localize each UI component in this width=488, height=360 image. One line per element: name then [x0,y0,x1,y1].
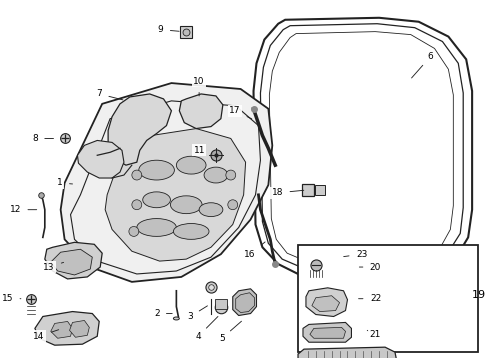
Ellipse shape [173,317,179,320]
Circle shape [225,170,235,180]
Polygon shape [35,311,99,345]
Text: 11: 11 [193,146,211,155]
Circle shape [129,226,139,237]
Ellipse shape [199,203,223,217]
Ellipse shape [173,224,208,239]
Bar [297,245,477,352]
Text: 21: 21 [366,330,380,339]
Text: 17: 17 [229,106,251,119]
Text: 5: 5 [219,321,241,343]
Polygon shape [108,94,171,165]
Text: 16: 16 [244,242,264,259]
Polygon shape [61,83,272,282]
Polygon shape [105,129,245,261]
Polygon shape [235,293,254,312]
Text: 12: 12 [10,205,37,214]
Text: 22: 22 [358,294,380,303]
Text: 8: 8 [32,134,53,143]
Polygon shape [297,347,396,360]
Text: 9: 9 [158,25,179,34]
Polygon shape [45,242,102,279]
Ellipse shape [137,219,176,237]
Circle shape [227,200,237,210]
Text: 20: 20 [359,262,380,271]
Polygon shape [51,249,92,275]
Polygon shape [311,296,339,311]
Text: 23: 23 [343,250,366,259]
Text: 19: 19 [471,290,485,300]
Polygon shape [232,289,256,315]
Ellipse shape [203,167,227,183]
Text: 2: 2 [154,309,172,318]
Text: 13: 13 [43,262,63,271]
Ellipse shape [176,156,205,174]
Text: 10: 10 [193,77,204,96]
Ellipse shape [142,192,170,208]
Polygon shape [215,299,226,309]
Circle shape [132,170,142,180]
Text: 18: 18 [271,188,303,197]
Polygon shape [179,94,223,129]
Polygon shape [305,288,347,316]
Text: 3: 3 [187,306,207,321]
Polygon shape [69,320,89,337]
Text: 14: 14 [33,330,59,341]
Polygon shape [77,140,123,178]
Polygon shape [303,323,351,342]
Text: 1: 1 [57,179,72,188]
Ellipse shape [139,160,174,180]
Polygon shape [309,327,345,338]
Circle shape [132,200,142,210]
Text: 15: 15 [1,294,21,303]
Polygon shape [51,321,72,338]
Text: 4: 4 [195,316,218,341]
Text: 7: 7 [96,89,122,100]
Text: 6: 6 [411,52,433,78]
Ellipse shape [170,196,202,213]
